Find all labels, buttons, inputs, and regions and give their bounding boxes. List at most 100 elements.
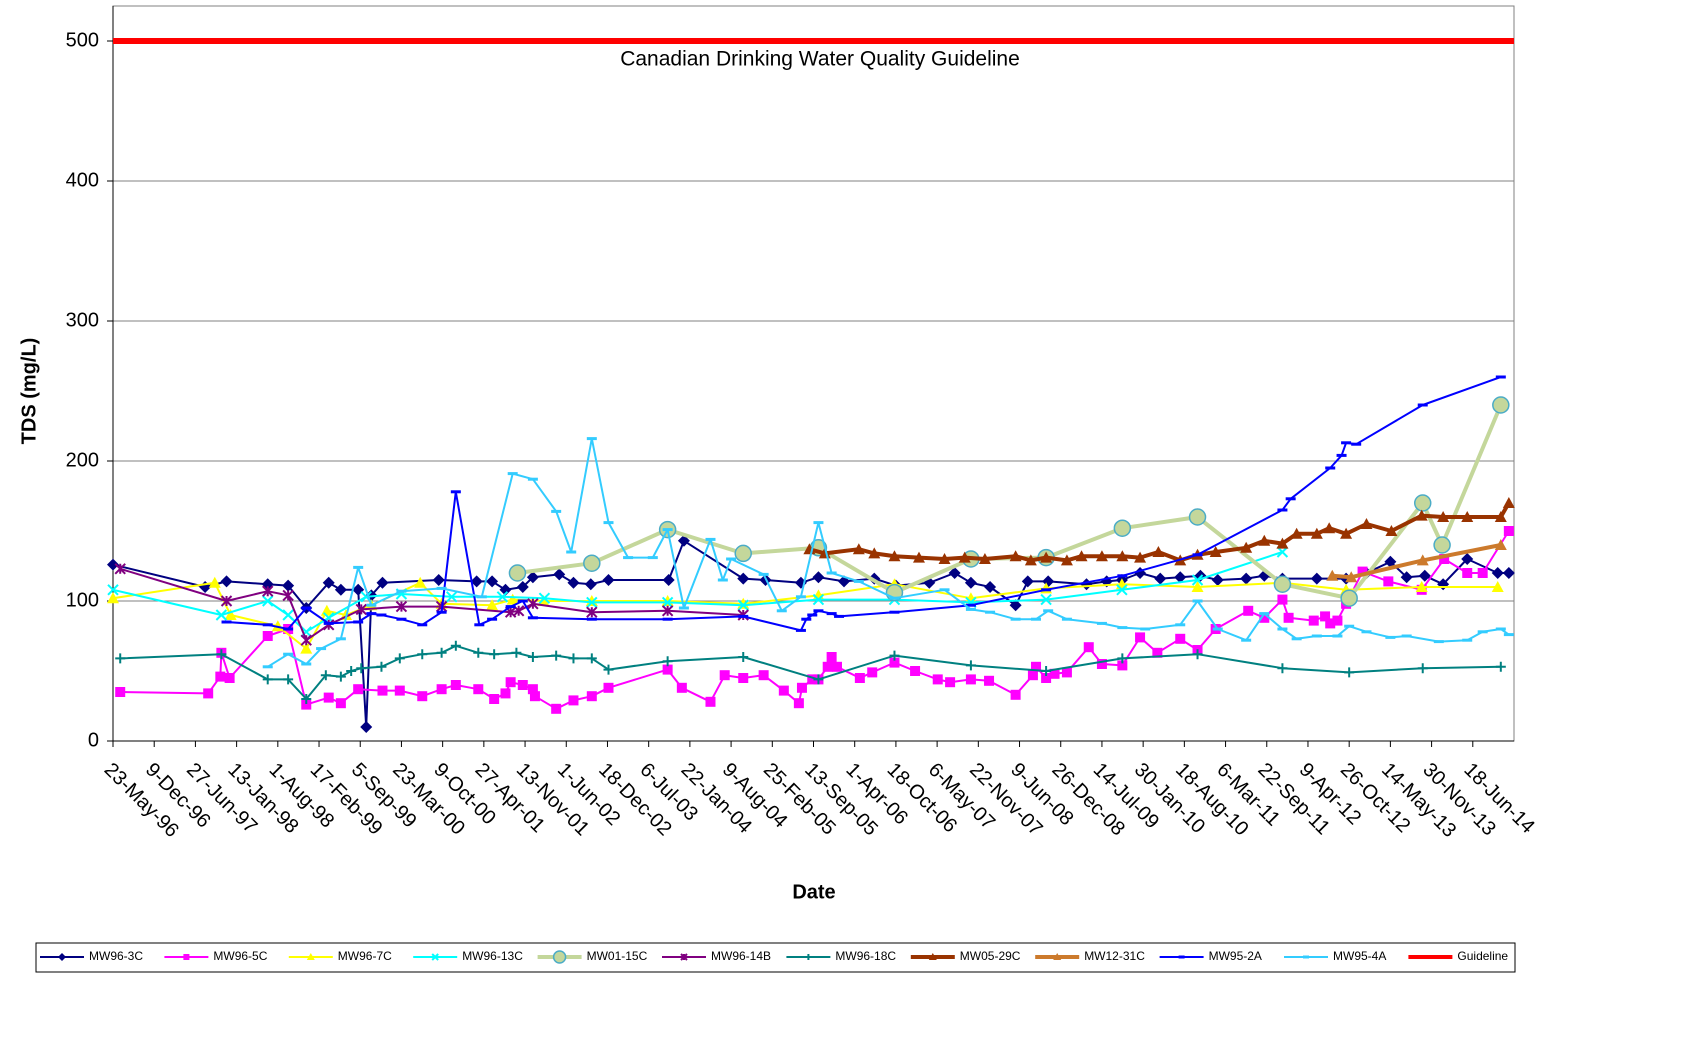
marker (1021, 575, 1034, 588)
marker (1492, 396, 1510, 414)
marker (527, 652, 538, 662)
marker (945, 677, 956, 688)
marker (661, 605, 674, 617)
marker (436, 684, 447, 695)
marker (1491, 567, 1504, 579)
marker (1417, 663, 1428, 674)
marker (486, 575, 499, 588)
legend-label: MW96-18C (835, 949, 896, 963)
marker (1461, 511, 1474, 522)
marker (948, 567, 961, 579)
marker (1290, 527, 1303, 539)
marker (602, 574, 615, 586)
marker (517, 680, 528, 690)
marker (1344, 667, 1355, 678)
marker (300, 634, 312, 646)
marker (1503, 526, 1514, 536)
marker (1461, 553, 1474, 565)
marker (965, 660, 976, 671)
marker (511, 647, 522, 658)
marker (1041, 673, 1052, 683)
marker (1385, 525, 1398, 536)
marker (346, 666, 357, 676)
marker (220, 575, 233, 588)
marker (355, 603, 367, 616)
marker (661, 596, 674, 609)
marker (1357, 566, 1368, 577)
marker (928, 953, 937, 960)
marker (1437, 511, 1450, 522)
marker (888, 550, 901, 562)
marker (376, 576, 389, 589)
legend-box (35, 942, 1516, 973)
marker (1152, 647, 1163, 658)
marker (1010, 689, 1021, 700)
marker (1345, 571, 1358, 583)
marker (470, 575, 483, 588)
marker (719, 670, 730, 681)
marker (1310, 527, 1323, 539)
marker (553, 568, 566, 581)
marker (958, 551, 971, 563)
marker (1340, 527, 1353, 539)
marker (282, 589, 294, 602)
marker (1027, 670, 1038, 681)
marker (1243, 605, 1254, 616)
marker (1340, 589, 1358, 607)
marker (1308, 615, 1319, 626)
marker (738, 652, 749, 662)
marker (1462, 568, 1473, 578)
marker (1258, 534, 1271, 546)
marker (807, 674, 818, 685)
marker (496, 591, 509, 603)
series-line (267, 437, 1510, 668)
series-line (1332, 543, 1502, 580)
marker (1240, 572, 1253, 585)
marker (208, 576, 221, 588)
marker (58, 953, 66, 961)
marker (107, 558, 119, 571)
legend-label: MW96-5C (213, 949, 267, 963)
marker (868, 547, 881, 559)
marker (215, 671, 226, 682)
marker (183, 954, 190, 960)
marker (527, 598, 539, 610)
marker (1095, 550, 1108, 562)
marker (301, 699, 312, 710)
marker (1152, 546, 1165, 557)
marker (356, 663, 367, 674)
marker (1276, 537, 1289, 549)
marker (603, 682, 614, 693)
marker (500, 688, 511, 699)
marker (1209, 546, 1222, 557)
marker (1495, 661, 1506, 672)
marker (353, 684, 364, 695)
marker (1283, 612, 1294, 623)
marker (1049, 668, 1060, 679)
marker (432, 574, 445, 586)
marker (1418, 569, 1431, 582)
marker (1075, 550, 1088, 562)
marker (1211, 574, 1224, 586)
marker (360, 721, 373, 733)
marker (1415, 581, 1428, 592)
marker (1053, 953, 1062, 960)
marker (1276, 546, 1289, 558)
x-axis-label: Date (792, 881, 835, 903)
legend-label: MW95-4A (1333, 949, 1386, 963)
marker (1060, 554, 1073, 566)
marker (586, 596, 598, 609)
marker (216, 649, 227, 660)
marker (322, 576, 335, 589)
legend-label: MW96-3C (89, 949, 143, 963)
y-tick-label: 200 (66, 449, 99, 471)
marker (826, 652, 837, 662)
marker (662, 656, 673, 667)
marker (1502, 567, 1515, 579)
marker (680, 953, 688, 961)
marker (1117, 653, 1128, 664)
marker (486, 599, 499, 611)
marker (964, 576, 977, 589)
marker (1041, 666, 1052, 676)
